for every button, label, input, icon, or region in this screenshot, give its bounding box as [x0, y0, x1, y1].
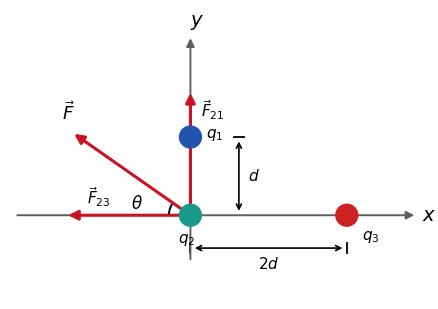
Text: $x$: $x$	[422, 206, 436, 225]
Text: $\theta$: $\theta$	[131, 195, 143, 213]
Circle shape	[336, 204, 358, 226]
Text: $\vec{F}$: $\vec{F}$	[62, 102, 74, 125]
Text: $\vec{F}_{23}$: $\vec{F}_{23}$	[87, 185, 111, 209]
Circle shape	[180, 204, 201, 226]
Text: $\vec{F}_{21}$: $\vec{F}_{21}$	[201, 98, 224, 121]
Text: $y$: $y$	[190, 13, 204, 32]
Text: $q_3$: $q_3$	[362, 229, 380, 245]
Text: $2d$: $2d$	[258, 256, 279, 272]
Text: $d$: $d$	[248, 168, 260, 184]
Text: $q_2$: $q_2$	[178, 232, 195, 248]
Text: $q_1$: $q_1$	[206, 128, 223, 143]
Circle shape	[180, 126, 201, 148]
